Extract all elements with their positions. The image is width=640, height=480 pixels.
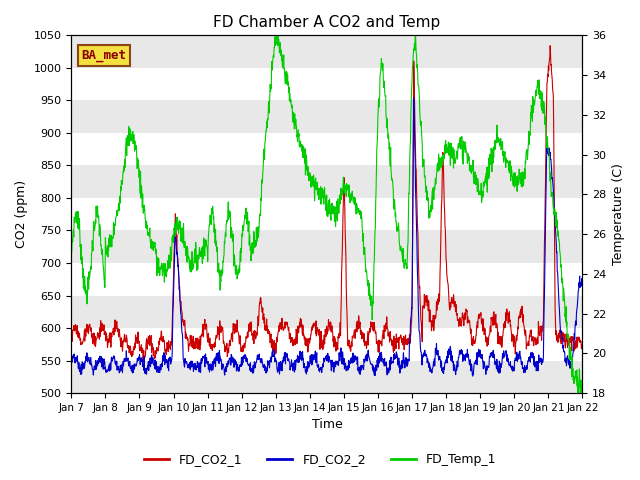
Text: BA_met: BA_met [81, 49, 127, 62]
Y-axis label: CO2 (ppm): CO2 (ppm) [15, 180, 28, 248]
Legend: FD_CO2_1, FD_CO2_2, FD_Temp_1: FD_CO2_1, FD_CO2_2, FD_Temp_1 [139, 448, 501, 471]
Bar [71, 360, 582, 393]
X-axis label: Time: Time [312, 419, 342, 432]
Bar [71, 230, 582, 263]
Bar [71, 36, 582, 68]
Title: FD Chamber A CO2 and Temp: FD Chamber A CO2 and Temp [213, 15, 440, 30]
Y-axis label: Temperature (C): Temperature (C) [612, 163, 625, 265]
Bar [71, 100, 582, 133]
Bar [71, 166, 582, 198]
Bar [71, 296, 582, 328]
